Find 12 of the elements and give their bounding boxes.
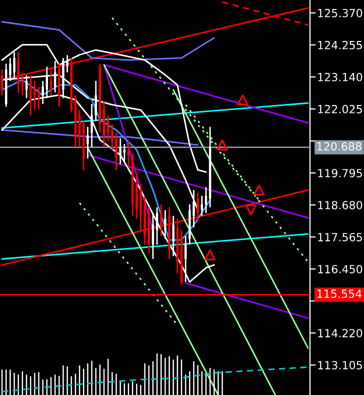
y-tick-label: 113.105 [318,360,362,370]
ref-line-label: 115.554 [317,290,362,298]
y-tick-label: 124.255 [318,40,362,50]
y-tick-label: 118.680 [318,200,362,210]
ref-line-label: 120.688 [317,142,362,151]
y-tick-label: 123.140 [318,72,362,82]
y-tick-label: 125.370 [318,8,362,18]
y-tick-label: 122.025 [318,104,362,114]
y-tick-label: 119.795 [318,168,362,178]
y-tick-label: 114.220 [318,328,362,338]
y-tick-label: 116.450 [318,264,362,274]
y-tick-label: 117.565 [318,232,362,242]
